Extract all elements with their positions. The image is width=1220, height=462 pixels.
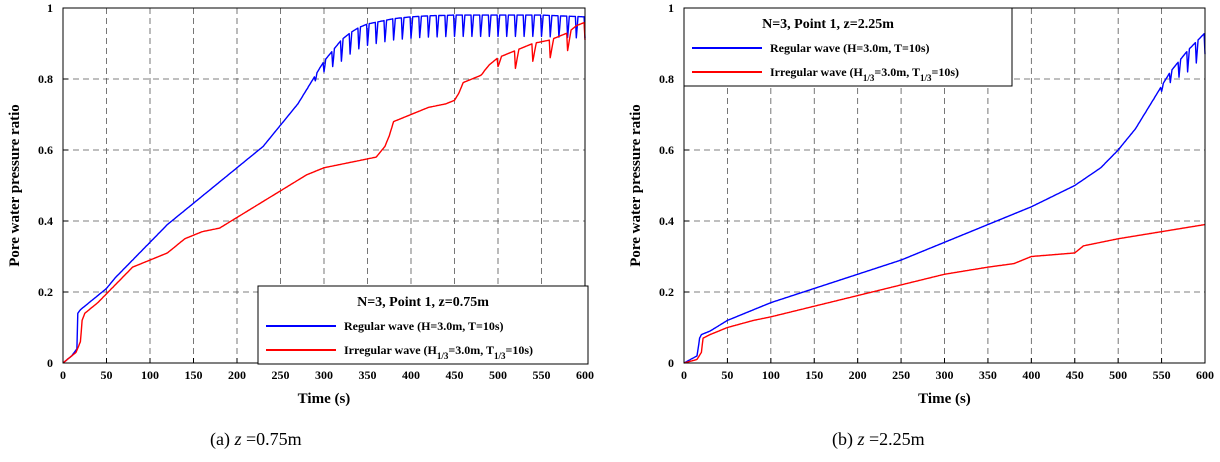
- panel-caption: (b) z =2.25m: [832, 429, 925, 450]
- legend-title: N=3, Point 1, z=2.25m: [762, 17, 894, 32]
- y-tick-label: 0.6: [38, 143, 53, 157]
- x-tick-label: 100: [141, 368, 159, 382]
- x-tick-label: 200: [228, 368, 246, 382]
- y-tick-label: 0.8: [38, 72, 53, 86]
- y-tick-label: 0.2: [659, 285, 674, 299]
- legend-label: Irregular wave (H1/3=3.0m, T1/3=10s): [344, 343, 533, 361]
- x-tick-label: 300: [936, 368, 954, 382]
- y-axis-title: Pore water pressure ratio: [7, 104, 23, 267]
- legend-label: Irregular wave (H1/3=3.0m, T1/3=10s): [770, 65, 959, 83]
- y-tick-label: 0.4: [659, 214, 674, 228]
- x-tick-label: 150: [805, 368, 823, 382]
- x-tick-label: 50: [721, 368, 733, 382]
- x-tick-label: 350: [979, 368, 997, 382]
- x-tick-label: 600: [1196, 368, 1214, 382]
- x-tick-label: 400: [402, 368, 420, 382]
- y-axis-title: Pore water pressure ratio: [628, 104, 644, 267]
- legend: N=3, Point 1, z=2.25m Regular wave (H=3.0…: [683, 7, 1013, 87]
- x-tick-label: 0: [681, 368, 687, 382]
- y-tick-label: 1: [47, 1, 53, 15]
- series-line-regular: [683, 33, 1206, 364]
- x-tick-label: 450: [446, 368, 464, 382]
- x-tick-label: 150: [185, 368, 203, 382]
- x-tick-label: 550: [1153, 368, 1171, 382]
- y-tick-label: 1: [668, 1, 674, 15]
- x-tick-label: 200: [849, 368, 867, 382]
- panel-caption: (a) z =0.75m: [210, 429, 302, 450]
- x-tick-label: 400: [1022, 368, 1040, 382]
- x-tick-label: 600: [576, 368, 594, 382]
- y-tick-label: 0: [668, 356, 674, 370]
- y-tick-label: 0.6: [659, 143, 674, 157]
- y-tick-label: 0.4: [38, 214, 53, 228]
- y-tick-label: 0: [47, 356, 53, 370]
- x-axis-title: Time (s): [298, 391, 351, 407]
- chart-panel-1: 0 50 100 150 200 250 300 350 400 450 500 550 600 0 0.2…: [7, 1, 594, 450]
- x-tick-label: 500: [489, 368, 507, 382]
- x-tick-label: 0: [60, 368, 66, 382]
- x-tick-label: 500: [1109, 368, 1127, 382]
- x-tick-label: 50: [101, 368, 113, 382]
- series-line-regular: [62, 14, 586, 364]
- chart-panel-2: 0 50 100 150 200 250 300 350 400 450 500 550 600 0 0.2…: [628, 1, 1214, 450]
- legend-title: N=3, Point 1, z=0.75m: [357, 295, 489, 310]
- series-line-irregular: [62, 21, 586, 364]
- y-tick-label: 0.8: [659, 72, 674, 86]
- x-tick-label: 250: [892, 368, 910, 382]
- x-tick-label: 350: [359, 368, 377, 382]
- x-tick-label: 250: [272, 368, 290, 382]
- x-tick-label: 100: [762, 368, 780, 382]
- x-tick-label: 450: [1066, 368, 1084, 382]
- series-line-irregular: [683, 223, 1206, 364]
- x-tick-label: 550: [533, 368, 551, 382]
- legend-label: Regular wave (H=3.0m, T=10s): [770, 41, 930, 55]
- x-tick-label: 300: [315, 368, 333, 382]
- legend-label: Regular wave (H=3.0m, T=10s): [344, 319, 504, 333]
- y-tick-label: 0.2: [38, 285, 53, 299]
- legend: N=3, Point 1, z=0.75m Regular wave (H=3.0…: [257, 285, 589, 365]
- x-axis-title: Time (s): [918, 391, 971, 407]
